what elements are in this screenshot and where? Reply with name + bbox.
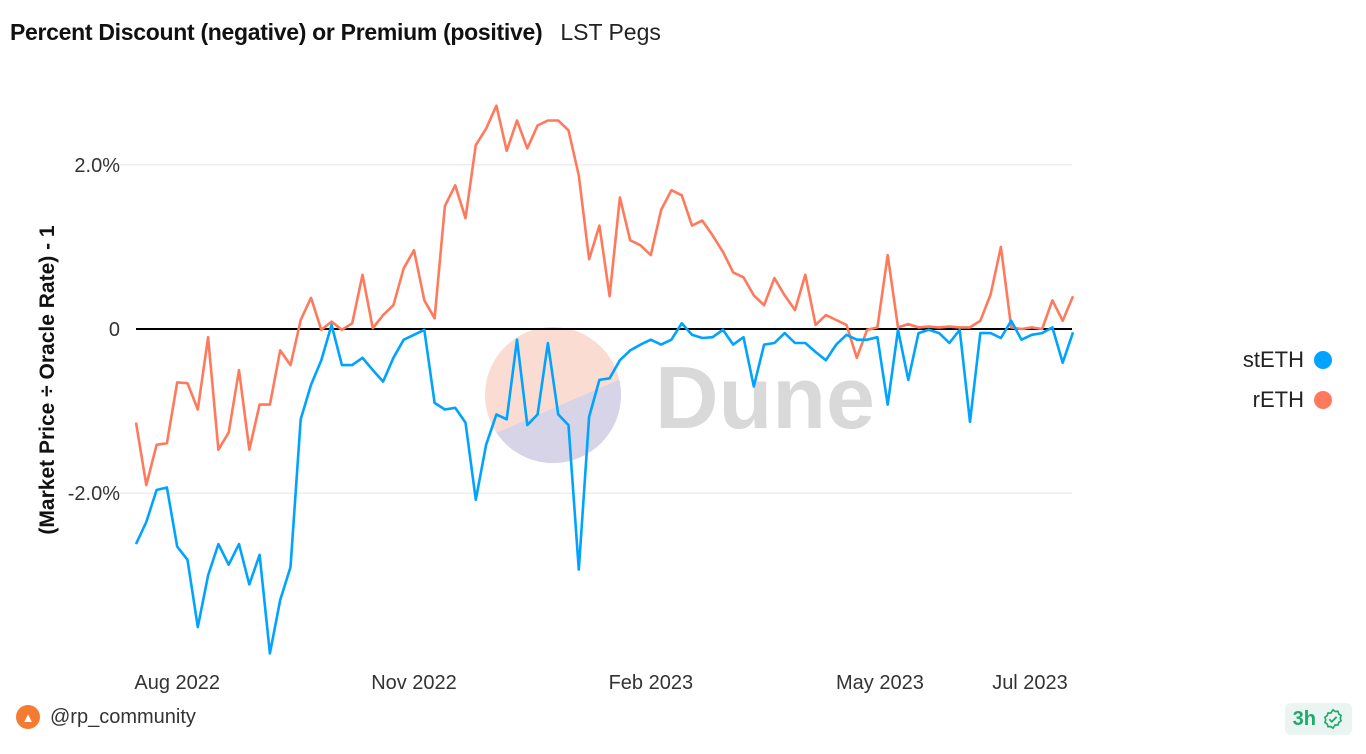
x-tick-label: May 2023: [836, 672, 924, 694]
x-tick-label: Jul 2023: [992, 672, 1068, 694]
y-axis: 2.0% 0 -2.0%: [68, 155, 120, 505]
series-lines: [134, 104, 1075, 655]
series-line-steth[interactable]: [134, 319, 1075, 655]
legend-dot-icon: [1314, 351, 1332, 369]
refresh-badge[interactable]: 3h: [1284, 703, 1352, 735]
legend-dot-icon: [1314, 391, 1332, 409]
rocket-icon: ▲: [16, 705, 40, 729]
x-axis: Aug 2022 Nov 2022 Feb 2023 May 2023 Jul 2023: [134, 672, 1067, 694]
legend-label: stETH: [1242, 347, 1304, 372]
chart-subtitle: LST Pegs: [560, 19, 661, 45]
x-tick-label: Aug 2022: [134, 672, 220, 694]
legend: stETH rETH: [1243, 340, 1332, 420]
chart-title: Percent Discount (negative) or Premium (…: [10, 19, 543, 45]
x-tick-label: Feb 2023: [609, 672, 694, 694]
legend-item-steth[interactable]: stETH: [1243, 340, 1332, 380]
chart-title-bar: Percent Discount (negative) or Premium (…: [10, 19, 661, 46]
y-tick-label: -2.0%: [68, 483, 120, 505]
legend-item-reth[interactable]: rETH: [1243, 380, 1332, 420]
verified-check-icon: [1323, 708, 1343, 730]
watermark: Dune: [485, 327, 875, 463]
watermark-text: Dune: [655, 348, 875, 447]
y-axis-title: (Market Price ÷ Oracle Rate) - 1: [36, 225, 59, 534]
grid: [120, 164, 1072, 494]
footer: ▲ @rp_community: [16, 705, 196, 729]
x-tick-label: Nov 2022: [371, 672, 457, 694]
author-link[interactable]: @rp_community: [50, 705, 196, 728]
dune-logo-icon: [485, 327, 621, 463]
legend-label: rETH: [1252, 387, 1304, 412]
y-tick-label: 0: [109, 319, 120, 341]
y-tick-label: 2.0%: [74, 155, 120, 177]
series-line-reth[interactable]: [134, 104, 1075, 487]
refresh-age: 3h: [1292, 707, 1316, 730]
